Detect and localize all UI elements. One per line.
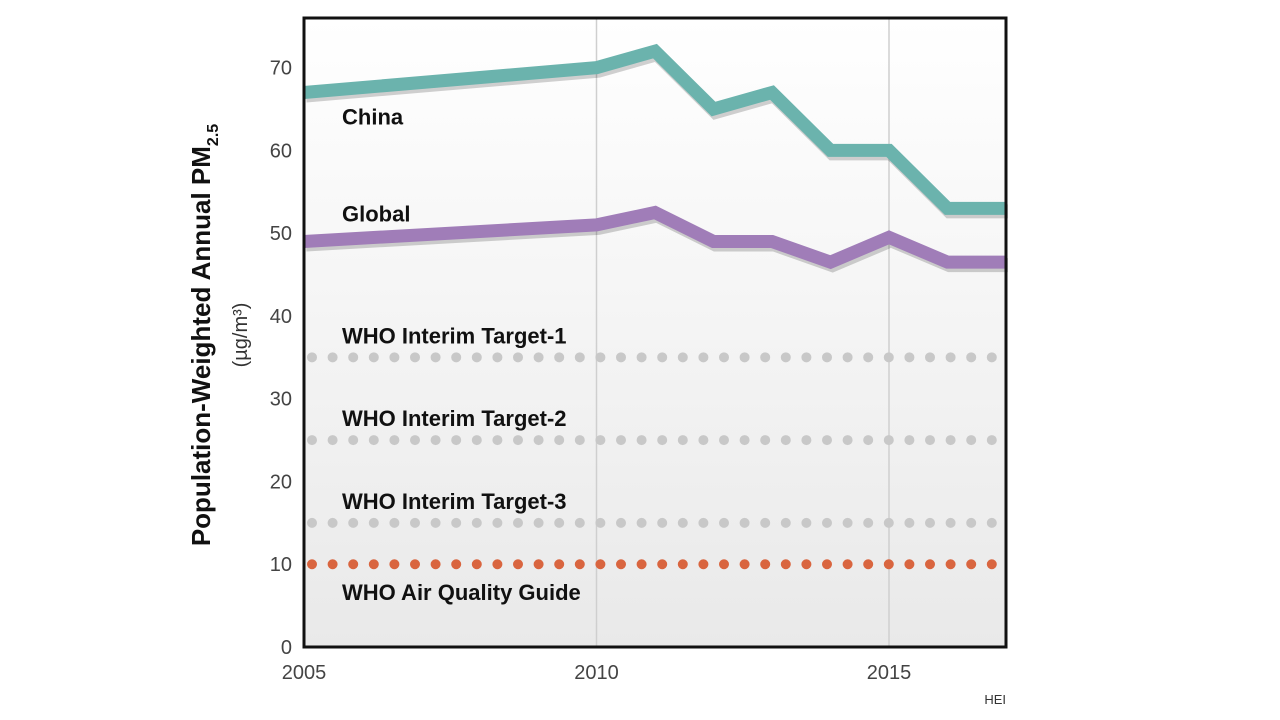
y-axis-title: Population-Weighted Annual PM2.5 — [186, 124, 222, 546]
x-tick-label: 2015 — [867, 662, 912, 684]
y-tick-label: 40 — [270, 306, 292, 328]
y-axis-units: (µg/m³) — [230, 303, 252, 368]
x-tick-label: 2005 — [282, 662, 327, 684]
y-tick-label: 70 — [270, 58, 292, 80]
reference-line-label: WHO Interim Target-1 — [342, 323, 567, 348]
credit-text: HEI — [984, 692, 1006, 707]
y-tick-label: 10 — [270, 554, 292, 576]
series-line — [303, 205, 1006, 270]
axes: 0 10 20 30 40 50 60 70 2005 2010 2015 — [270, 58, 912, 684]
reference-lines — [307, 352, 1011, 570]
series-label: China — [342, 104, 404, 129]
y-tick-label: 50 — [270, 223, 292, 245]
series — [303, 43, 1008, 273]
y-tick-label: 20 — [270, 471, 292, 493]
plot-frame — [302, 16, 1008, 649]
y-tick-label: 60 — [270, 140, 292, 162]
y-tick-label: 30 — [270, 389, 292, 411]
x-tick-label: 2010 — [574, 662, 619, 684]
labels: WHO Interim Target-1 WHO Interim Target-2… — [342, 104, 581, 605]
reference-line-label: WHO Interim Target-2 — [342, 406, 567, 431]
reference-line-label: WHO Interim Target-3 — [342, 489, 567, 514]
grid — [595, 18, 890, 647]
y-tick-label: 0 — [281, 637, 292, 659]
reference-line-label: WHO Air Quality Guide — [342, 580, 581, 605]
series-line — [303, 43, 1006, 215]
series-label: Global — [342, 201, 410, 226]
